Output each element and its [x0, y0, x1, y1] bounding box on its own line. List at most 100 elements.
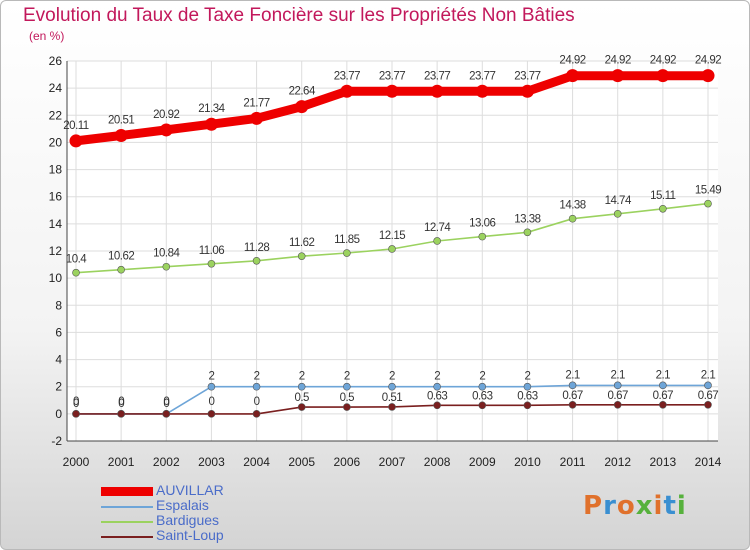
- logo-letter: r: [603, 491, 617, 521]
- data-point-bardigues: [433, 237, 441, 245]
- data-point-espalais: [297, 382, 306, 391]
- data-point-bardigues: [207, 259, 216, 268]
- data-point-saint-loup: [207, 410, 216, 418]
- data-label-auvillar: 23.77: [334, 70, 360, 82]
- x-tick-label: 2003: [198, 455, 225, 469]
- data-label-espalais: 2: [299, 371, 305, 383]
- data-label-espalais: 0: [118, 398, 124, 410]
- data-point-saint-loup: [523, 401, 532, 410]
- y-tick-label: 0: [55, 407, 62, 421]
- data-label-bardigues: 13.06: [469, 218, 495, 230]
- data-point-auvillar: [656, 69, 670, 83]
- data-point-auvillar: [114, 129, 128, 143]
- data-point-auvillar: [520, 84, 534, 98]
- x-tick-label: 2013: [650, 455, 677, 469]
- data-label-espalais: 2: [254, 371, 260, 383]
- data-point-saint-loup: [72, 410, 80, 418]
- data-label-bardigues: 15.49: [695, 185, 721, 197]
- data-label-auvillar: 23.77: [379, 70, 405, 82]
- data-point-espalais: [252, 382, 261, 391]
- x-tick-label: 2006: [334, 455, 361, 469]
- x-tick-label: 2002: [153, 455, 180, 469]
- data-label-bardigues: 11.06: [199, 245, 225, 257]
- data-label-saint-loup: 0: [73, 396, 79, 408]
- data-label-espalais: 0: [73, 398, 79, 410]
- data-label-bardigues: 14.38: [559, 200, 585, 212]
- legend-item: Saint-Loup: [101, 527, 321, 544]
- x-tick-label: 2010: [514, 455, 541, 469]
- legend-item: Espalais: [101, 497, 321, 514]
- data-point-bardigues: [478, 232, 487, 241]
- data-point-bardigues: [568, 214, 577, 223]
- data-label-saint-loup: 0.67: [608, 390, 628, 402]
- data-point-bardigues: [388, 245, 396, 253]
- data-label-espalais: 0: [163, 398, 169, 410]
- data-point-saint-loup: [433, 401, 441, 410]
- data-label-auvillar: 23.77: [469, 70, 495, 82]
- data-point-espalais: [659, 381, 667, 390]
- data-label-auvillar: 21.77: [243, 97, 269, 109]
- data-label-auvillar: 24.92: [559, 55, 585, 67]
- data-label-auvillar: 20.92: [153, 109, 179, 121]
- data-label-bardigues: 10.84: [153, 248, 180, 260]
- data-point-auvillar: [295, 100, 309, 114]
- data-point-auvillar: [701, 69, 715, 83]
- chart-subtitle: (en %): [29, 29, 65, 43]
- y-tick-label: 4: [55, 353, 62, 367]
- x-tick-label: 2000: [63, 455, 90, 469]
- proxiti-logo: Proxiti: [583, 491, 687, 521]
- x-tick-label: 2014: [695, 455, 722, 469]
- y-tick-label: 20: [49, 135, 63, 149]
- data-label-bardigues: 11.28: [244, 242, 270, 254]
- data-point-saint-loup: [297, 403, 306, 411]
- data-point-auvillar: [566, 69, 580, 83]
- data-point-espalais: [388, 382, 396, 391]
- data-label-espalais: 2.1: [701, 369, 716, 381]
- data-point-bardigues: [343, 249, 351, 257]
- data-point-auvillar: [430, 84, 444, 98]
- legend-item: Bardigues: [101, 512, 321, 529]
- data-point-bardigues: [704, 199, 712, 208]
- data-point-espalais: [568, 381, 577, 390]
- legend-swatch: [101, 506, 153, 508]
- data-point-auvillar: [340, 84, 354, 98]
- legend-swatch: [101, 536, 153, 538]
- data-point-auvillar: [385, 84, 399, 98]
- legend-item: AUVILLAR: [101, 482, 321, 499]
- logo-letter: i: [676, 491, 687, 521]
- data-label-bardigues: 12.15: [379, 230, 405, 242]
- data-label-auvillar: 24.92: [695, 55, 721, 67]
- data-label-saint-loup: 0.67: [653, 390, 673, 402]
- data-label-espalais: 2.1: [610, 369, 625, 381]
- data-point-auvillar: [159, 123, 173, 137]
- data-label-saint-loup: 0: [118, 396, 124, 408]
- data-point-espalais: [523, 382, 532, 391]
- data-label-bardigues: 11.85: [334, 234, 360, 246]
- data-point-saint-loup: [568, 400, 577, 409]
- y-tick-label: 10: [49, 271, 63, 285]
- x-tick-label: 2007: [379, 455, 406, 469]
- logo-letter: i: [653, 491, 664, 521]
- x-tick-label: 2011: [560, 455, 586, 469]
- data-label-saint-loup: 0.67: [562, 390, 582, 402]
- data-point-bardigues: [252, 256, 261, 265]
- data-label-bardigues: 10.4: [66, 254, 87, 266]
- y-tick-label: 2: [55, 380, 62, 394]
- data-label-espalais: 2: [208, 371, 214, 383]
- y-tick-label: 12: [49, 244, 63, 258]
- data-point-auvillar: [204, 117, 218, 131]
- data-point-auvillar: [475, 84, 489, 98]
- data-label-auvillar: 21.34: [198, 103, 225, 115]
- data-label-auvillar: 20.51: [108, 115, 134, 127]
- data-point-saint-loup: [343, 403, 351, 411]
- data-label-saint-loup: 0.63: [427, 390, 447, 402]
- data-point-saint-loup: [162, 410, 171, 418]
- data-label-saint-loup: 0: [163, 396, 169, 408]
- data-label-bardigues: 15.11: [650, 190, 676, 202]
- data-point-saint-loup: [613, 400, 622, 409]
- data-label-espalais: 2: [434, 371, 440, 383]
- legend: AUVILLAR Espalais Bardigues Saint-Loup: [101, 482, 321, 544]
- data-point-auvillar: [611, 69, 625, 83]
- data-label-saint-loup: 0: [254, 396, 260, 408]
